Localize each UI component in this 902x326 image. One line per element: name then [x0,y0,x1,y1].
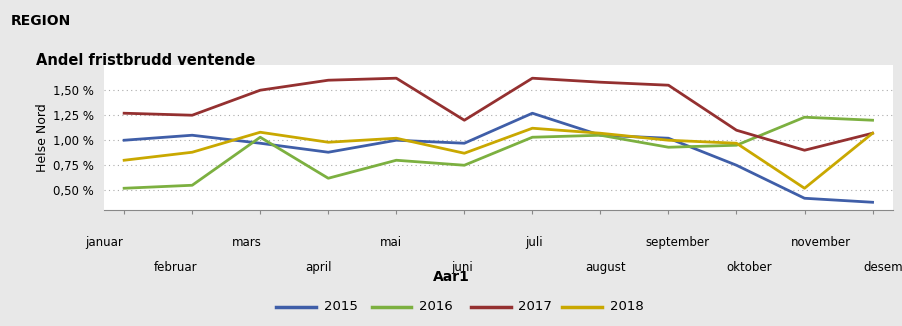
Line: 2017: 2017 [124,78,872,150]
Text: Aar1: Aar1 [433,270,469,284]
2017 [732,128,742,132]
2016 [187,183,198,187]
2015 [459,141,470,145]
2015 [187,133,198,137]
Text: 2017: 2017 [519,300,552,313]
2016 [732,143,742,147]
2016 [323,176,334,180]
2017 [187,113,198,117]
2017 [867,131,878,135]
2016 [595,133,606,137]
2018 [254,130,265,134]
2018 [323,140,334,144]
Text: september: september [646,236,710,249]
2018 [527,126,538,130]
2017 [254,88,265,92]
Text: mai: mai [380,236,401,249]
Y-axis label: Helse Nord: Helse Nord [36,103,49,172]
Text: 2018: 2018 [610,300,643,313]
2015 [867,200,878,204]
2018 [459,151,470,155]
2016 [254,135,265,139]
Text: oktober: oktober [727,261,772,274]
2017 [663,83,674,87]
2018 [732,141,742,145]
2018 [867,131,878,135]
Text: 2016: 2016 [419,300,453,313]
2015 [391,138,401,142]
2015 [732,163,742,167]
Text: juni: juni [452,261,474,274]
Text: januar: januar [85,236,123,249]
2017 [459,118,470,122]
Text: november: november [791,236,851,249]
2016 [799,115,810,119]
2018 [663,138,674,142]
Text: mars: mars [233,236,262,249]
2016 [119,186,130,190]
Text: april: april [306,261,332,274]
2016 [663,145,674,149]
Line: 2018: 2018 [124,128,872,188]
2016 [391,158,401,162]
2018 [187,150,198,154]
2017 [391,76,401,80]
2015 [663,136,674,140]
Line: 2015: 2015 [124,113,872,202]
2015 [799,196,810,200]
Text: Andel fristbrudd ventende: Andel fristbrudd ventende [36,53,255,68]
2015 [323,150,334,154]
2015 [119,138,130,142]
2017 [527,76,538,80]
2015 [254,141,265,145]
Text: desember: desember [863,261,902,274]
2015 [595,133,606,137]
2016 [459,163,470,167]
2018 [391,136,401,140]
2018 [799,186,810,190]
Text: juli: juli [526,236,543,249]
Text: februar: februar [153,261,198,274]
2017 [799,148,810,152]
Text: 2015: 2015 [324,300,358,313]
Line: 2016: 2016 [124,117,872,188]
Text: REGION: REGION [11,14,71,28]
2018 [595,131,606,135]
2018 [119,158,130,162]
2016 [867,118,878,122]
Text: august: august [585,261,626,274]
2015 [527,111,538,115]
2016 [527,135,538,139]
2017 [595,80,606,84]
2017 [323,78,334,82]
2017 [119,111,130,115]
